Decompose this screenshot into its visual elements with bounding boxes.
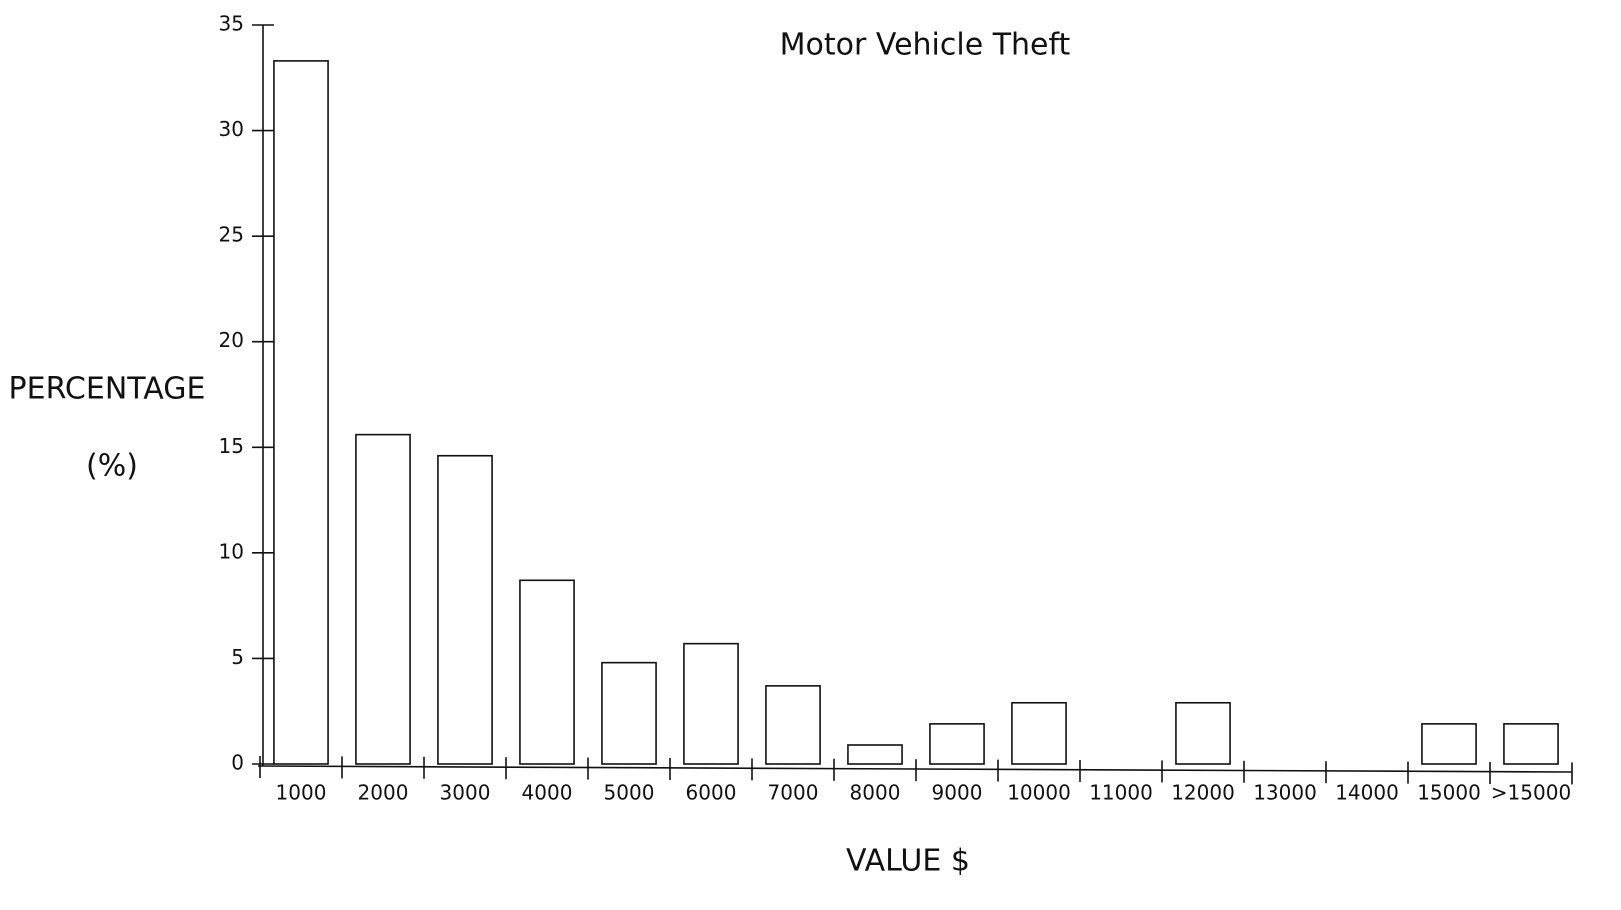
x-tick-label: 12000	[1171, 781, 1235, 805]
y-tick-label: 25	[219, 223, 244, 247]
bar	[765, 685, 821, 765]
x-tick-label: 5000	[604, 781, 655, 805]
x-tick-label: 11000	[1089, 781, 1153, 805]
bar	[1011, 701, 1067, 765]
y-tick-label: 20	[219, 328, 244, 352]
y-tick-label: 10	[219, 539, 244, 563]
x-tick-label: 3000	[440, 781, 491, 805]
x-tick-label: 9000	[932, 781, 983, 805]
bar	[1175, 701, 1231, 765]
y-tick-label: 35	[219, 12, 244, 36]
y-tick-label: 30	[219, 117, 244, 141]
x-axis-label: VALUE $	[846, 844, 970, 879]
y-axis-label: (%)	[86, 449, 138, 484]
x-tick-label: >15000	[1491, 781, 1571, 805]
bar	[519, 579, 575, 765]
y-tick-label: 15	[219, 434, 244, 458]
y-tick-label: 5	[231, 645, 244, 669]
bar	[355, 433, 411, 765]
x-tick-label: 7000	[768, 781, 819, 805]
y-axis-label: PERCENTAGE	[9, 372, 206, 407]
x-tick-label: 15000	[1417, 781, 1481, 805]
y-tick-label: 0	[231, 751, 244, 775]
bar	[437, 454, 493, 765]
chart-title: Motor Vehicle Theft	[780, 28, 1071, 63]
x-tick-label: 4000	[522, 781, 573, 805]
x-tick-label: 6000	[686, 781, 737, 805]
x-tick-label: 1000	[276, 781, 327, 805]
x-tick-label: 2000	[358, 781, 409, 805]
bar	[847, 744, 903, 765]
x-tick-label: 14000	[1335, 781, 1399, 805]
bar	[683, 642, 739, 765]
x-tick-label: 8000	[850, 781, 901, 805]
bar	[1503, 723, 1559, 765]
bar	[1421, 723, 1477, 765]
x-tick-label: 13000	[1253, 781, 1317, 805]
x-axis	[257, 765, 1573, 773]
bar	[601, 661, 657, 765]
bar	[929, 723, 985, 765]
bar	[273, 60, 329, 765]
x-tick-label: 10000	[1007, 781, 1071, 805]
